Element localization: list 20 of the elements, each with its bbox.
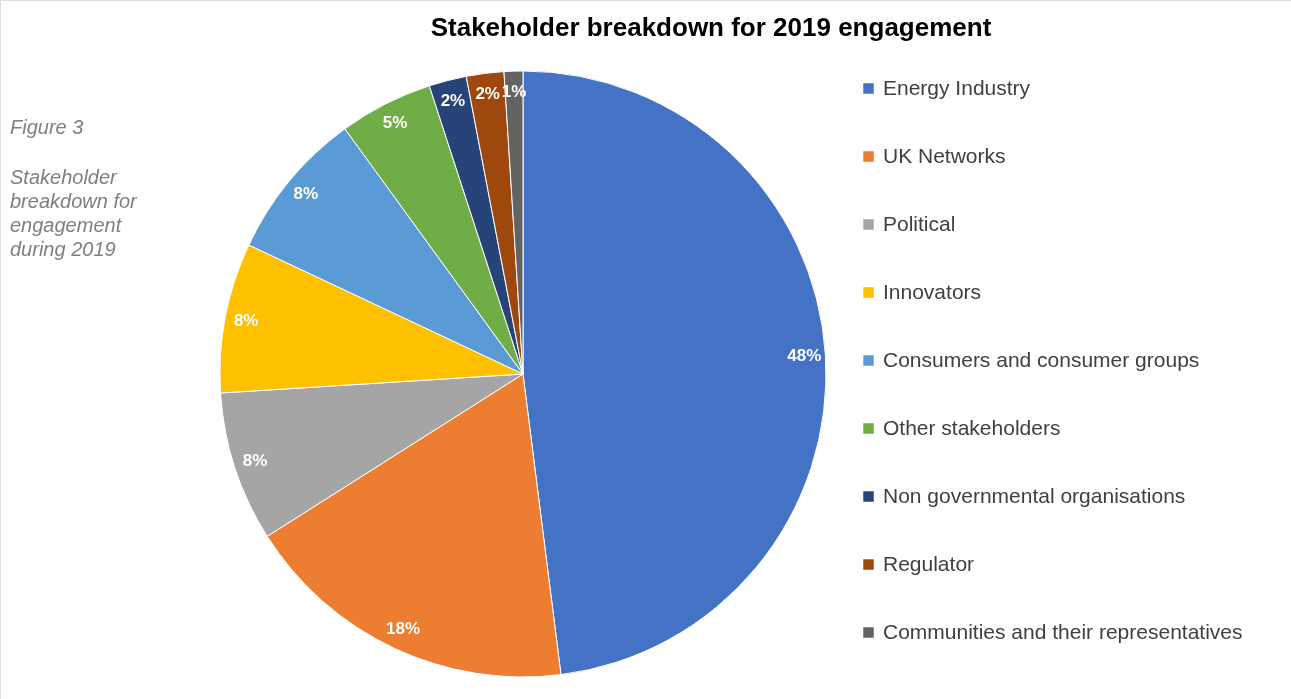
data-label: 8%: [293, 184, 319, 204]
chart-title: Stakeholder breakdown for 2019 engagement: [430, 12, 992, 42]
legend-label: Energy Industry: [883, 75, 1031, 99]
caption: Figure 3: [10, 116, 84, 138]
data-label: 5%: [382, 112, 408, 132]
legend-label: Communities and their representatives: [883, 619, 1243, 643]
legend-label: Regulator: [883, 551, 975, 575]
data-label: 8%: [233, 311, 259, 331]
legend-label: Other stakeholders: [883, 415, 1061, 439]
data-label: 8%: [242, 451, 268, 471]
data-label: 2%: [440, 91, 466, 111]
data-label: 18%: [386, 618, 421, 638]
legend-label: Consumers and consumer groups: [883, 347, 1200, 371]
data-label: 48%: [787, 346, 822, 366]
legend-label: UK Networks: [883, 143, 1006, 167]
text: Stakeholder breakdown for engagement during 2019: [10, 166, 139, 260]
legend-label: Innovators: [883, 279, 982, 303]
data-label: 2%: [475, 84, 500, 104]
legend-label: Political: [883, 211, 956, 235]
legend-label: Non governmental organisations: [883, 483, 1186, 507]
